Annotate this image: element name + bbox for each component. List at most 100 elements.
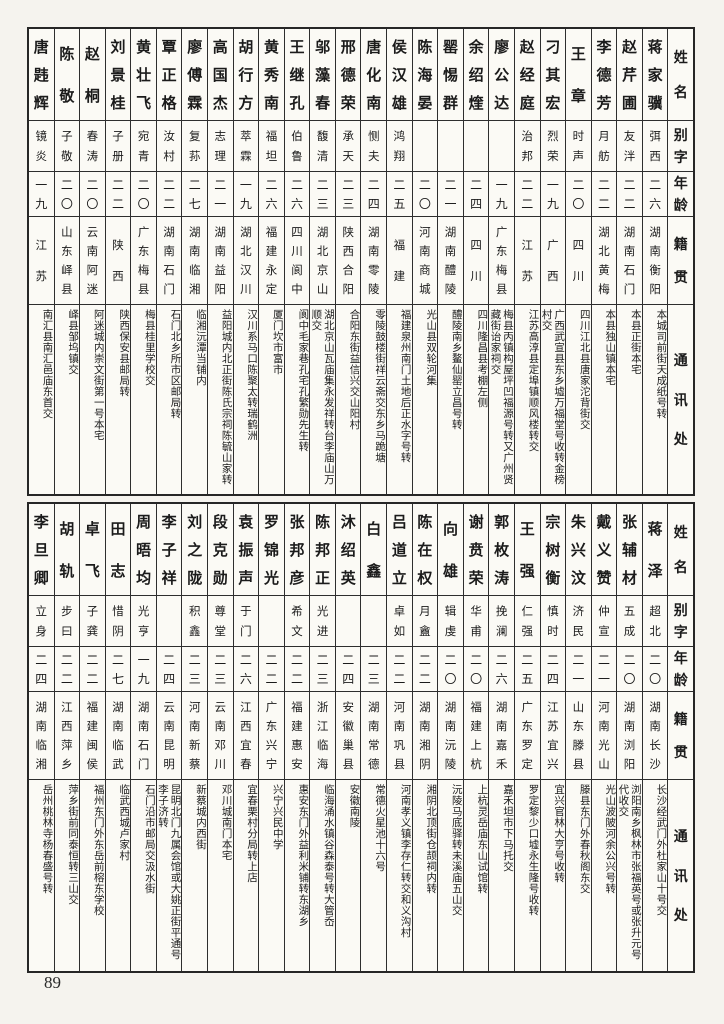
header-zi-label: 别字 [668, 596, 693, 647]
person-column: 李旦卿 立身 二四 湖南临湘 岳州桃林寺杨春盛号转 [28, 504, 55, 971]
person-courtesy-name: 承天 [335, 121, 361, 172]
person-origin: 江西萍乡 [54, 692, 80, 780]
person-origin: 广东梅县 [489, 217, 514, 305]
person-column: 胡轨 步曰 二二 江西萍乡 萍乡街前同泰恒转三山交 [54, 504, 81, 971]
person-age: 二四 [463, 172, 489, 217]
person-age: 二六 [642, 172, 668, 217]
person-origin: 湖南湘阴 [412, 692, 438, 780]
person-name: 李子祥 [156, 504, 182, 596]
person-name: 白鑫 [361, 504, 387, 596]
person-age: 二〇 [80, 172, 105, 217]
person-age: 二二 [284, 647, 310, 692]
header-name-label: 姓名 [668, 29, 693, 121]
person-origin: 山东峄县 [54, 217, 80, 305]
person-courtesy-name: 慎时 [540, 596, 566, 647]
person-courtesy-name: 光亨 [131, 596, 156, 647]
person-name: 邬藻春 [310, 29, 335, 121]
person-age: 二四 [361, 172, 387, 217]
person-column: 段克勋 尊堂 二三 云南邓川 邓川城南门本宅 [208, 504, 234, 971]
header-origin-label: 籍贯 [668, 217, 693, 305]
person-address: 长沙经武门外杜家山十号交 [655, 784, 667, 916]
person-address: 临武西城卢家村 [118, 784, 130, 861]
person-origin: 江苏宜兴 [540, 692, 566, 780]
person-courtesy-name: 济民 [566, 596, 591, 647]
person-age: 一九 [540, 172, 566, 217]
header-zi-label: 别字 [668, 121, 693, 172]
person-address: 沅陵马底驿转未溪庙五山交 [450, 784, 462, 916]
person-courtesy-name: 鸿翔 [387, 121, 412, 172]
person-address: 岳州桃林寺杨春盛号转 [41, 784, 53, 894]
person-origin: 江苏 [514, 217, 540, 305]
person-courtesy-name: 汝村 [156, 121, 182, 172]
person-name: 覃正格 [156, 29, 182, 121]
person-column: 黄秀南 福坦 二六 福建永定 厦门坎市富市 [259, 29, 285, 494]
person-age: 二二 [591, 172, 617, 217]
person-courtesy-name: 月舫 [591, 121, 617, 172]
person-column: 田志 惜阴 二七 湖南临武 临武西城卢家村 [105, 504, 132, 971]
person-address: 石门北乡所市区邮局转 [169, 309, 181, 419]
person-name: 赵芹圃 [617, 29, 642, 121]
person-name: 陈邦正 [310, 504, 335, 596]
person-address: 宜春栗村分局转上店 [246, 784, 258, 883]
person-courtesy-name [489, 121, 514, 172]
person-name: 王继孔 [284, 29, 310, 121]
person-address: 湘阴北顶街仓颉祠内转 [425, 784, 437, 894]
person-courtesy-name: 子敬 [54, 121, 80, 172]
person-courtesy-name: 仁强 [514, 596, 540, 647]
person-column: 吕道立 卓如 二二 河南巩县 河南孝义镇李存仁转交和义沟村 [387, 504, 413, 971]
person-name: 蒋泽 [642, 504, 668, 596]
person-origin: 湖南浏阳 [617, 692, 642, 780]
person-name: 胡轨 [54, 504, 80, 596]
person-origin: 云南邓川 [208, 692, 233, 780]
person-courtesy-name: 月盦 [412, 596, 438, 647]
person-age: 一九 [28, 172, 54, 217]
person-origin: 广东梅县 [131, 217, 156, 305]
person-origin: 湖南益阳 [208, 217, 233, 305]
person-courtesy-name [156, 596, 182, 647]
person-age: 二〇 [131, 172, 156, 217]
person-address: 陕西保安县邮局转 [118, 309, 130, 397]
person-age: 二〇 [438, 647, 463, 692]
person-age: 一九 [489, 172, 514, 217]
person-name: 黄壮飞 [131, 29, 156, 121]
person-origin: 安徽巢县 [335, 692, 361, 780]
person-column: 邢德荣 承天 二三 陕西合阳 合阳东街益信兴交山阳村 [335, 29, 362, 494]
person-column: 赵桐 春涛 二〇 云南阿迷 阿迷城内崇文街第一号本宅 [80, 29, 106, 494]
person-age: 二七 [182, 172, 208, 217]
person-courtesy-name: 光进 [310, 596, 335, 647]
person-address: 临海涌水镇谷森泰号转大管岙 [322, 784, 334, 927]
person-column: 袁振声 于门 二六 江西宜春 宜春栗村分局转上店 [233, 504, 260, 971]
person-column: 邬藻春 馥清 二三 湖北京山 湖北京山瓦庙集永发祥转台李庙山万顺交 [310, 29, 336, 494]
person-origin: 湖北黄梅 [591, 217, 617, 305]
person-courtesy-name: 积鑫 [182, 596, 208, 647]
person-address: 四川江北县唐家沱背街交 [578, 309, 590, 430]
person-address: 安徽南陵 [348, 784, 360, 828]
person-name: 罂惕群 [438, 29, 463, 121]
person-column: 王章 时声 二〇 四川 四川江北县唐家沱背街交 [566, 29, 592, 494]
person-column: 赵经庭 治邦 二二 江苏 江苏高淳县定埠镇顺风楼转交 [514, 29, 541, 494]
person-column: 余绍煃 二四 四川 四川隆昌县考棚左侧 [463, 29, 490, 494]
person-origin: 江西宜春 [233, 692, 259, 780]
person-courtesy-name: 子龚 [80, 596, 105, 647]
header-origin-label: 籍贯 [668, 692, 693, 780]
person-courtesy-name: 春涛 [80, 121, 105, 172]
person-address: 常德火星池十六号 [374, 784, 386, 872]
person-origin: 湖南石门 [617, 217, 642, 305]
person-address: 上杭灵岳庙东山试馆转 [476, 784, 488, 894]
person-age: 二一 [438, 172, 463, 217]
person-column: 李子祥 二四 云南昆明 昆明北门九属会馆或大姚正街平通号李子济转 [156, 504, 183, 971]
person-courtesy-name: 五成 [617, 596, 642, 647]
person-name: 宗树衡 [540, 504, 566, 596]
person-courtesy-name: 恻夫 [361, 121, 387, 172]
person-address: 惠安东门外益利米铺转东湖乡 [297, 784, 309, 927]
person-name: 刘之陇 [182, 504, 208, 596]
person-address: 峄县邹坞镇交 [67, 309, 79, 375]
person-name: 陈海晏 [412, 29, 438, 121]
header-address-label: 通讯处 [673, 354, 688, 448]
person-age: 二七 [105, 647, 131, 692]
person-courtesy-name: 萃霖 [233, 121, 259, 172]
person-origin: 湖南衡阳 [642, 217, 668, 305]
person-name: 朱兴汶 [566, 504, 591, 596]
person-courtesy-name [438, 121, 463, 172]
person-courtesy-name: 宛青 [131, 121, 156, 172]
